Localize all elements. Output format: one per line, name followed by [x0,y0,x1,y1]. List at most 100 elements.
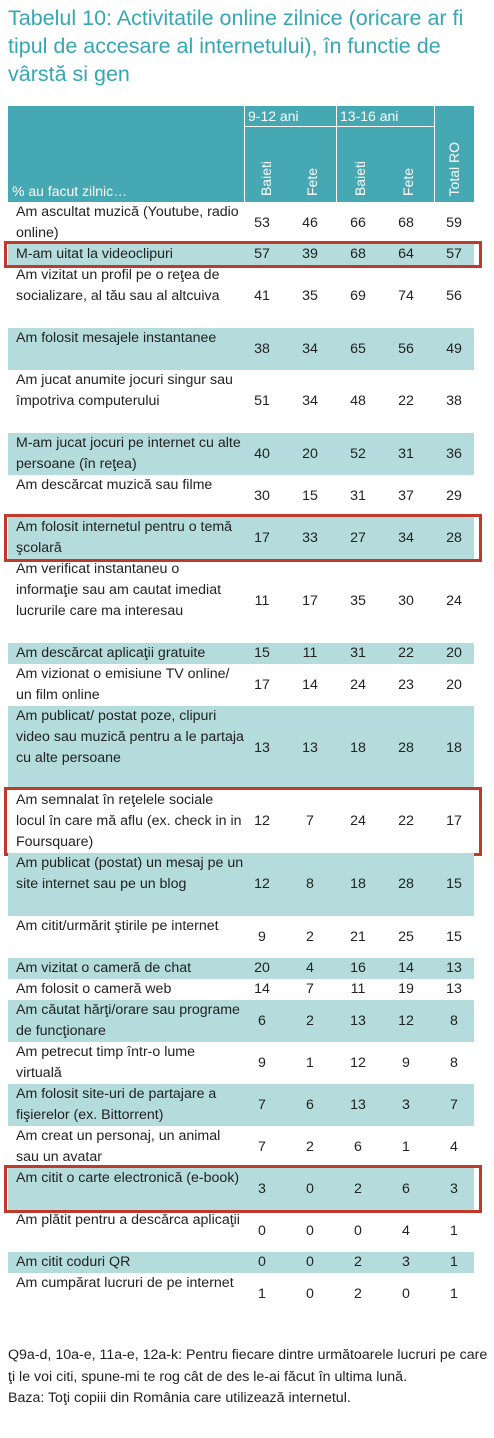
row-value: 0 [402,1285,410,1302]
row-value: 13 [446,981,462,997]
row-value: 7 [258,1138,266,1155]
row-value: 30 [398,592,414,609]
row-value: 15 [302,487,318,504]
col-header-baieti-9-12: Baieti [258,160,274,196]
row-value: 20 [302,445,318,462]
base-note: Baza: Toţi copiii din România care utili… [8,1390,351,1406]
row-value: 9 [258,1054,266,1071]
row-value: 23 [398,676,414,693]
row-value: 0 [306,1254,314,1270]
row-value: 2 [354,1254,362,1270]
row-value: 24 [446,592,462,609]
row-value: 2 [354,1285,362,1302]
row-value: 24 [350,813,366,829]
table-row: M-am jucat jocuri pe internet cu alte pe… [8,433,474,475]
row-label: Am folosit internetul pentru o temă şcol… [16,519,233,556]
table-row: Am publicat (postat) un mesaj pe un site… [8,853,474,916]
row-value: 0 [258,1222,266,1239]
row-value: 15 [446,928,462,945]
row-value: 37 [398,487,414,504]
table-row: Am jucat anumite jocuri singur sau împot… [8,370,474,433]
row-label: M-am jucat jocuri pe internet cu alte pe… [16,435,241,472]
row-value: 18 [350,876,366,892]
row-value: 35 [302,288,318,304]
table-row: Am publicat/ postat poze, clipuri video … [8,706,474,790]
row-value: 13 [302,739,318,756]
table-row: Am citit coduri QR 0 0 2 3 1 [8,1252,474,1273]
row-value: 17 [254,529,270,546]
table-row: Am cumpărat lucruri de pe internet 1 0 2 0 1 [8,1273,474,1315]
row-label: Am vizionat o emisiune TV online/ un fil… [16,666,230,703]
highlight-box [4,787,482,856]
row-value: 49 [446,340,462,357]
row-value: 56 [398,340,414,357]
row-label: Am căutat hărţi/orare sau programe de fu… [16,1002,240,1039]
highlight-box [4,1165,482,1213]
row-value: 25 [398,928,414,945]
row-value: 8 [450,1012,458,1029]
row-value: 68 [350,246,366,262]
row-value: 22 [398,393,414,409]
row-value: 34 [398,529,414,546]
row-label: Am descărcat muzică sau filme [16,477,213,493]
data-table: 9-12 ani 13-16 ani Baieti Fete Baieti Fe… [4,106,482,1315]
row-label: Am descărcat aplicaţii gratuite [16,645,206,661]
row-value: 40 [254,445,270,462]
row-value: 7 [306,981,314,997]
table-row: Am folosit mesajele instantanee 38 34 65 56 4… [8,328,474,370]
row-value: 0 [306,1180,314,1197]
row-value: 13 [254,739,270,756]
row-value: 15 [254,645,270,661]
footnote: Q9a-d, 10a-e, 11a-e, 12a-k: Pentru fieca… [8,1345,488,1410]
row-value: 66 [350,214,366,231]
row-value: 12 [398,1012,414,1029]
row-value: 39 [302,246,318,262]
row-value: 31 [398,445,414,462]
row-value: 74 [398,288,414,304]
row-value: 68 [398,214,414,231]
row-label: Am vizitat o cameră de chat [16,960,192,976]
row-value: 0 [354,1222,362,1239]
row-value: 46 [302,214,318,231]
row-value: 1 [402,1138,410,1155]
table-row: Am petrecut timp într-o lume virtuală 9 1 1… [8,1042,474,1084]
col-separator [336,106,337,202]
row-value: 6 [402,1180,410,1197]
table-row: Am descărcat muzică sau filme 30 15 31 37 29 [8,475,474,517]
row-value: 1 [258,1285,266,1302]
row-label: Am vizitat un profil pe o reţea de socia… [16,267,220,304]
row-value: 31 [350,645,366,661]
row-value: 0 [258,1254,266,1270]
row-value: 59 [446,214,462,231]
table-header: 9-12 ani 13-16 ani Baieti Fete Baieti Fe… [8,106,474,202]
row-value: 9 [258,928,266,945]
row-value: 16 [350,960,366,976]
row-value: 2 [354,1180,362,1197]
table-row: Am căutat hărţi/orare sau programe de fu… [8,1000,474,1042]
row-value: 0 [306,1222,314,1239]
row-value: 34 [302,340,318,357]
row-label: Am creat un personaj, un animal sau un a… [16,1128,221,1165]
row-value: 65 [350,340,366,357]
row-label: Am verificat instantaneu o informaţie sa… [16,561,222,619]
row-value: 12 [254,813,270,829]
row-value: 1 [450,1285,458,1302]
row-value: 21 [350,928,366,945]
row-value: 18 [446,739,462,756]
row-value: 27 [350,529,366,546]
row-value: 3 [402,1254,410,1270]
row-value: 1 [450,1222,458,1239]
row-value: 13 [350,1096,366,1113]
row-value: 3 [402,1096,410,1113]
row-value: 13 [350,1012,366,1029]
col-header-total-ro: Total RO [446,141,462,196]
row-value: 8 [306,876,314,892]
row-value: 24 [350,676,366,693]
row-value: 64 [398,246,414,262]
col-header-baieti-13-16: Baieti [352,160,368,196]
row-value: 20 [254,960,270,976]
col-header-fete-13-16: Fete [400,167,416,196]
row-value: 4 [450,1138,458,1155]
row-value: 4 [402,1222,410,1239]
row-label: Am folosit mesajele instantanee [16,330,217,346]
